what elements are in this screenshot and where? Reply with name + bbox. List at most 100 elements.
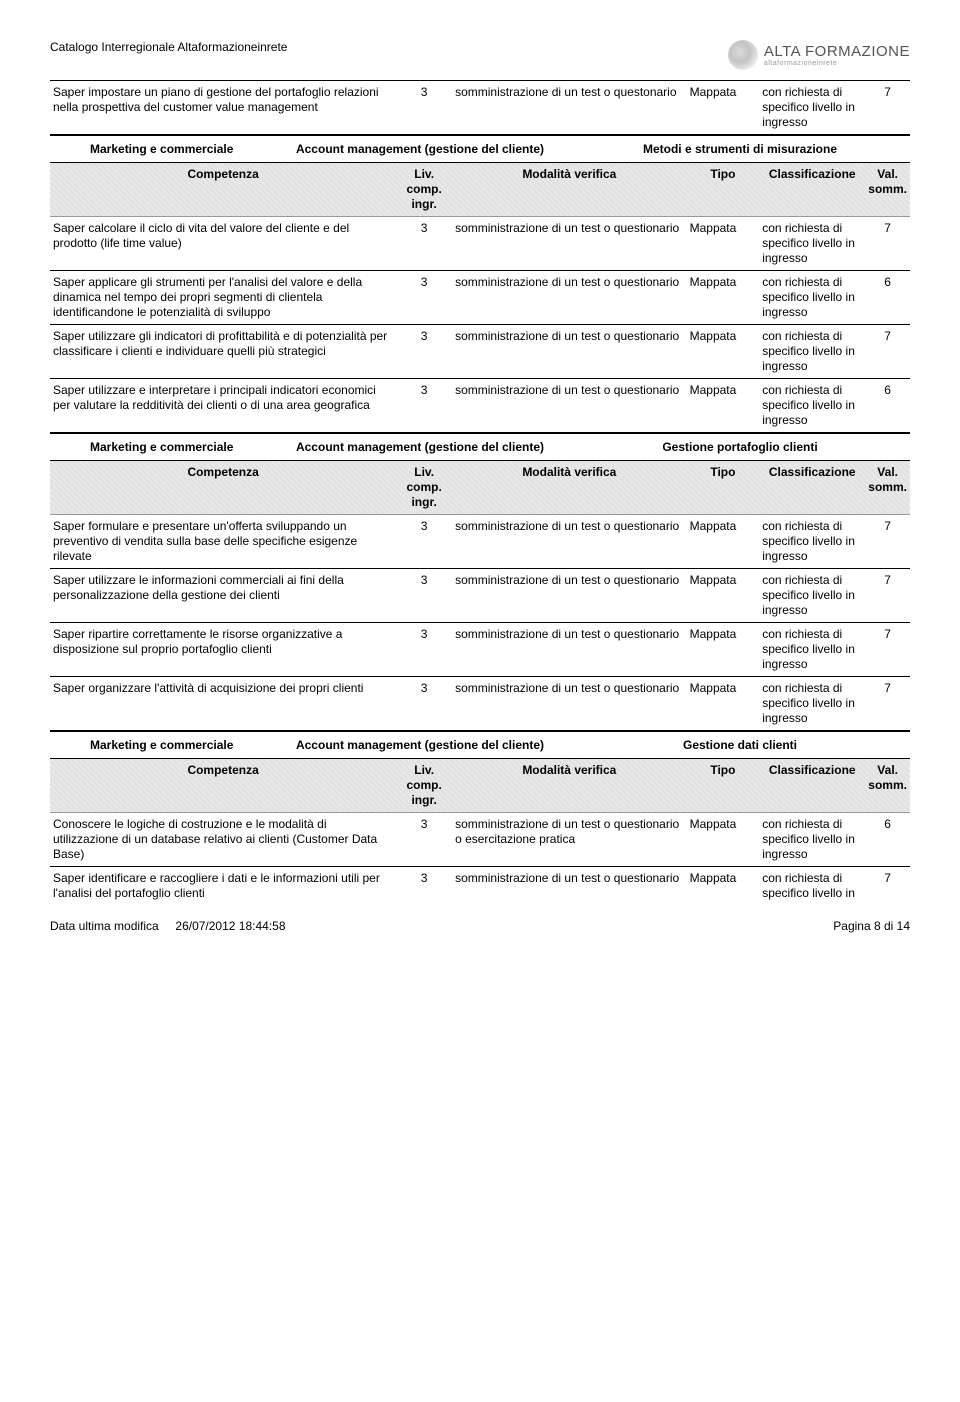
cell-modalita: somministrazione di un test o questionar… xyxy=(452,217,687,271)
section-h2: Account management (gestione del cliente… xyxy=(270,142,570,156)
cell-competenza: Saper identificare e raccogliere i dati … xyxy=(50,867,396,906)
table-row: Saper impostare un piano di gestione del… xyxy=(50,81,910,135)
footer-left-label: Data ultima modifica xyxy=(50,919,159,933)
cell-liv: 3 xyxy=(396,515,452,569)
footer-right: Pagina 8 di 14 xyxy=(833,919,910,933)
cell-tipo: Mappata xyxy=(687,379,760,433)
cell-modalita: somministrazione di un test o questionar… xyxy=(452,677,687,731)
col-competenza: Competenza xyxy=(50,461,396,515)
cell-modalita: somministrazione di un test o questionar… xyxy=(452,515,687,569)
cell-liv: 3 xyxy=(396,623,452,677)
cell-liv: 3 xyxy=(396,677,452,731)
cell-class: con richiesta di specifico livello in xyxy=(759,867,865,906)
column-header-row: CompetenzaLiv. comp. ingr.Modalità verif… xyxy=(50,163,910,217)
col-tipo: Tipo xyxy=(687,461,760,515)
cell-liv: 3 xyxy=(396,325,452,379)
table-row: Saper ripartire correttamente le risorse… xyxy=(50,623,910,677)
cell-val: 6 xyxy=(865,271,910,325)
cell-val: 7 xyxy=(865,677,910,731)
col-competenza: Competenza xyxy=(50,163,396,217)
cell-liv: 3 xyxy=(396,867,452,906)
section-h1: Marketing e commerciale xyxy=(50,440,270,454)
cell-class: con richiesta di specifico livello in in… xyxy=(759,813,865,867)
competency-table: CompetenzaLiv. comp. ingr.Modalità verif… xyxy=(50,461,910,731)
cell-competenza: Saper formulare e presentare un'offerta … xyxy=(50,515,396,569)
cell-class: con richiesta di specifico livello in in… xyxy=(759,677,865,731)
col-class: Classificazione xyxy=(759,163,865,217)
col-liv: Liv. comp. ingr. xyxy=(396,163,452,217)
cell-val: 6 xyxy=(865,813,910,867)
cell-class: con richiesta di specifico livello in in… xyxy=(759,515,865,569)
cell-competenza: Saper ripartire correttamente le risorse… xyxy=(50,623,396,677)
cell-modalita: somministrazione di un test o questionar… xyxy=(452,379,687,433)
cell-modalita: somministrazione di un test o questionar… xyxy=(452,271,687,325)
col-modalita: Modalità verifica xyxy=(452,759,687,813)
cell-liv: 3 xyxy=(396,569,452,623)
cell-competenza: Saper utilizzare gli indicatori di profi… xyxy=(50,325,396,379)
col-tipo: Tipo xyxy=(687,759,760,813)
col-val: Val. somm. xyxy=(865,461,910,515)
section-h2: Account management (gestione del cliente… xyxy=(270,440,570,454)
cell-competenza: Saper organizzare l'attività di acquisiz… xyxy=(50,677,396,731)
cell-competenza: Saper utilizzare e interpretare i princi… xyxy=(50,379,396,433)
section-h3: Metodi e strumenti di misurazione xyxy=(570,142,910,156)
cell-val: 7 xyxy=(865,867,910,906)
top-orphan-table: Saper impostare un piano di gestione del… xyxy=(50,80,910,135)
section-heading: Marketing e commercialeAccount managemen… xyxy=(50,135,910,163)
cell-class: con richiesta di specifico livello in in… xyxy=(759,271,865,325)
cell-modalita: somministrazione di un test o questonari… xyxy=(452,81,687,135)
cell-tipo: Mappata xyxy=(687,867,760,906)
cell-val: 7 xyxy=(865,515,910,569)
section-heading: Marketing e commercialeAccount managemen… xyxy=(50,731,910,759)
cell-class: con richiesta di specifico livello in in… xyxy=(759,325,865,379)
col-tipo: Tipo xyxy=(687,163,760,217)
cell-liv: 3 xyxy=(396,271,452,325)
table-row: Saper formulare e presentare un'offerta … xyxy=(50,515,910,569)
cell-liv: 3 xyxy=(396,813,452,867)
cell-tipo: Mappata xyxy=(687,217,760,271)
cell-competenza: Saper utilizzare le informazioni commerc… xyxy=(50,569,396,623)
cell-tipo: Mappata xyxy=(687,677,760,731)
cell-val: 7 xyxy=(865,569,910,623)
cell-val: 7 xyxy=(865,623,910,677)
section-h1: Marketing e commerciale xyxy=(50,738,270,752)
cell-competenza: Saper calcolare il ciclo di vita del val… xyxy=(50,217,396,271)
table-row: Saper identificare e raccogliere i dati … xyxy=(50,867,910,906)
col-liv: Liv. comp. ingr. xyxy=(396,759,452,813)
brand: ALTA FORMAZIONE altaformazioneinrete xyxy=(728,40,910,70)
cell-modalita: somministrazione di un test o questionar… xyxy=(452,867,687,906)
table-row: Saper utilizzare e interpretare i princi… xyxy=(50,379,910,433)
section-heading: Marketing e commercialeAccount managemen… xyxy=(50,433,910,461)
page-footer: Data ultima modifica 26/07/2012 18:44:58… xyxy=(50,919,910,933)
cell-val: 7 xyxy=(865,81,910,135)
cell-tipo: Mappata xyxy=(687,515,760,569)
section-h2: Account management (gestione del cliente… xyxy=(270,738,570,752)
cell-tipo: Mappata xyxy=(687,569,760,623)
brand-main: ALTA FORMAZIONE xyxy=(764,43,910,60)
brand-sub: altaformazioneinrete xyxy=(764,60,910,67)
cell-class: con richiesta di specifico livello in in… xyxy=(759,569,865,623)
cell-liv: 3 xyxy=(396,81,452,135)
cell-liv: 3 xyxy=(396,379,452,433)
table-row: Saper utilizzare gli indicatori di profi… xyxy=(50,325,910,379)
cell-modalita: somministrazione di un test o questionar… xyxy=(452,813,687,867)
competency-table: CompetenzaLiv. comp. ingr.Modalità verif… xyxy=(50,163,910,433)
brand-icon xyxy=(728,40,758,70)
section-h3: Gestione dati clienti xyxy=(570,738,910,752)
page-header: Catalogo Interregionale Altaformazionein… xyxy=(50,40,910,70)
cell-val: 7 xyxy=(865,325,910,379)
cell-competenza: Saper impostare un piano di gestione del… xyxy=(50,81,396,135)
col-modalita: Modalità verifica xyxy=(452,461,687,515)
col-class: Classificazione xyxy=(759,461,865,515)
cell-class: con richiesta di specifico livello in in… xyxy=(759,217,865,271)
doc-title: Catalogo Interregionale Altaformazionein… xyxy=(50,40,287,54)
table-row: Saper applicare gli strumenti per l'anal… xyxy=(50,271,910,325)
col-liv: Liv. comp. ingr. xyxy=(396,461,452,515)
cell-class: con richiesta di specifico livello in in… xyxy=(759,623,865,677)
cell-tipo: Mappata xyxy=(687,813,760,867)
col-competenza: Competenza xyxy=(50,759,396,813)
table-row: Saper utilizzare le informazioni commerc… xyxy=(50,569,910,623)
cell-val: 7 xyxy=(865,217,910,271)
col-modalita: Modalità verifica xyxy=(452,163,687,217)
cell-tipo: Mappata xyxy=(687,271,760,325)
